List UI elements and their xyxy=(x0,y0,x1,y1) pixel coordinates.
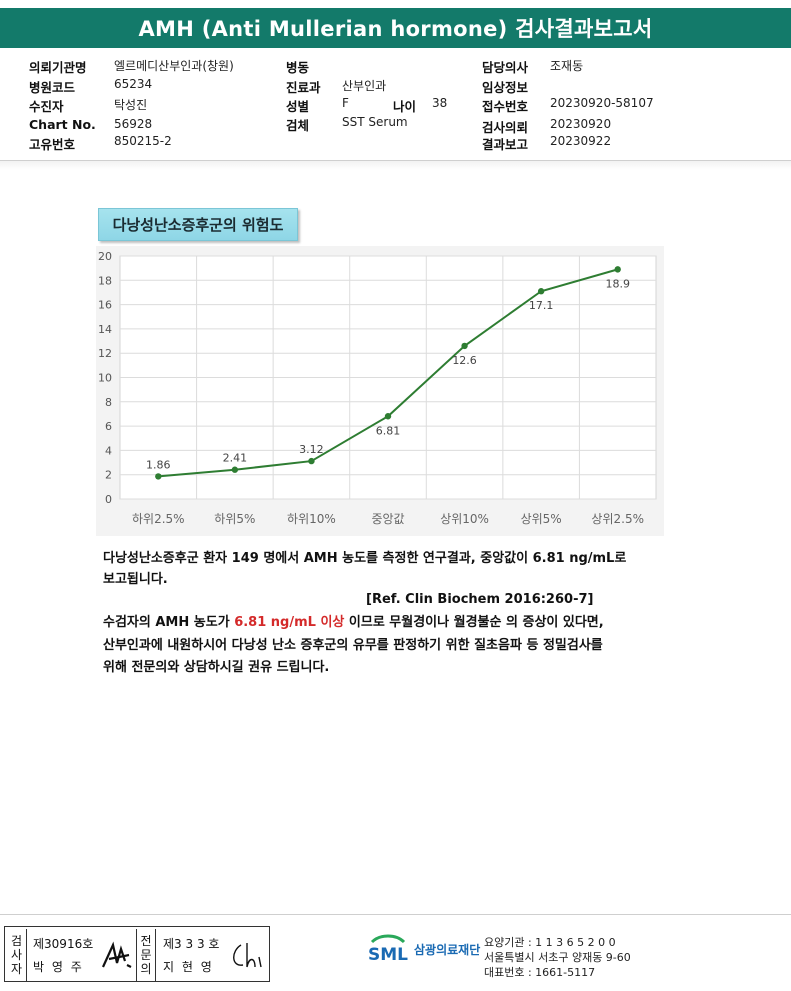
specialist-name: 지 현 영 xyxy=(163,960,214,974)
data-point xyxy=(461,342,468,350)
description-line-2: 보고됩니다. xyxy=(103,572,168,587)
report-date-value: 20230922 xyxy=(550,134,612,148)
department-value: 산부인과 xyxy=(342,79,387,93)
footer-divider xyxy=(0,914,791,915)
y-tick-label: 18 xyxy=(98,274,112,287)
examiner-name: 박 영 주 xyxy=(33,960,84,974)
data-point xyxy=(308,457,315,465)
y-tick-label: 8 xyxy=(105,396,112,409)
data-label: 18.9 xyxy=(605,277,630,290)
patient-label: 수진자 xyxy=(29,99,64,114)
pcos-risk-chart: 0 2 4 6 8 10 12 14 16 18 20 하위2.5% 하위5% 하위10% 중앙값 상위10%… xyxy=(96,246,664,536)
institution-value: 엘르메디산부인과(창원) xyxy=(114,59,234,73)
department-label: 진료과 xyxy=(286,80,321,95)
y-tick-label: 16 xyxy=(98,299,112,312)
receipt-no-label: 접수번호 xyxy=(482,99,529,114)
chart-no-label: Chart No. xyxy=(29,117,96,132)
examiner-label-char: 자 xyxy=(10,962,23,976)
recommendation-suffix: 이므로 무월경이나 월경불순 의 증상이 있다면, xyxy=(344,615,604,630)
y-tick-label: 0 xyxy=(105,493,112,506)
institution-info: 요양기관 : 1 1 3 6 5 2 0 0 서울특별시 서초구 양재동 9-6… xyxy=(484,935,631,980)
institution-label: 의뢰기관명 xyxy=(29,60,87,75)
data-label: 1.86 xyxy=(146,458,171,471)
lab-address: 서울특별시 서초구 양재동 9-60 xyxy=(484,951,631,964)
x-tick-label: 하위10% xyxy=(287,512,336,526)
x-tick-label: 중앙값 xyxy=(371,512,404,526)
data-label: 2.41 xyxy=(223,452,248,465)
sml-logo-mark: SML xyxy=(368,934,408,964)
data-point xyxy=(614,266,621,273)
specimen-label: 검체 xyxy=(286,118,310,133)
lab-phone: 대표번호 : 1661-5117 xyxy=(484,966,596,979)
x-tick-label: 하위5% xyxy=(214,512,255,526)
signature-box: 검 사 자 제30916호 박 영 주 전 문 의 제3 3 3 호 지 현 영 xyxy=(4,926,270,982)
data-point xyxy=(537,288,545,295)
x-tick-label: 하위2.5% xyxy=(132,512,185,526)
specialist-label-char: 의 xyxy=(140,962,152,976)
report-date-label: 결과보고 xyxy=(482,137,529,152)
reference-citation: [Ref. Clin Biochem 2016:260-7] xyxy=(366,592,594,607)
request-date-value: 20230920 xyxy=(550,117,612,131)
y-tick-label: 6 xyxy=(105,420,112,433)
data-point xyxy=(155,473,162,480)
doctor-value: 조재동 xyxy=(550,59,584,73)
examiner-label-char: 검 xyxy=(10,934,23,948)
ward-label: 병동 xyxy=(286,60,310,75)
data-label: 12.6 xyxy=(452,354,477,367)
data-label: 17.1 xyxy=(529,299,554,312)
examiner-vertical-label: 검 사 자 xyxy=(7,929,27,981)
doctor-label: 담당의사 xyxy=(482,60,529,75)
examiner-label-char: 사 xyxy=(10,948,23,962)
recommendation-prefix: 수검자의 AMH 농도가 xyxy=(103,615,235,630)
y-tick-label: 4 xyxy=(105,444,112,457)
description-line-1: 다낭성난소증후군 환자 149 명에서 AMH 농도를 측정한 연구결과, 중앙… xyxy=(103,551,627,566)
specimen-value: SST Serum xyxy=(342,115,408,129)
age-label: 나이 xyxy=(393,99,417,114)
data-point xyxy=(384,413,392,420)
y-tick-label: 10 xyxy=(98,372,112,385)
request-date-label: 검사의뢰 xyxy=(482,120,529,135)
x-tick-label: 상위5% xyxy=(521,512,562,526)
specialist-label-char: 문 xyxy=(140,948,152,962)
sex-label: 성별 xyxy=(286,99,310,114)
y-tick-label: 12 xyxy=(98,347,112,360)
specialist-label-char: 전 xyxy=(140,934,152,948)
age-value: 38 xyxy=(432,96,448,110)
sex-value: F xyxy=(342,96,349,110)
threshold-highlight: 6.81 ng/mL 이상 xyxy=(234,615,345,630)
patient-value: 탁성진 xyxy=(114,98,148,112)
section-divider xyxy=(0,160,791,170)
chart-no-value: 56928 xyxy=(114,117,153,131)
y-tick-label: 20 xyxy=(98,250,112,263)
chart-title-tab: 다낭성난소증후군의 위험도 xyxy=(98,208,298,241)
sml-logo-name: 삼광의료재단 xyxy=(414,942,481,957)
examiner-signature xyxy=(101,941,132,968)
examiner-license: 제30916호 xyxy=(33,937,94,951)
hospital-code-label: 병원코드 xyxy=(29,80,76,95)
data-label: 3.12 xyxy=(299,443,324,456)
data-point xyxy=(231,466,239,473)
specialist-license: 제3 3 3 호 xyxy=(163,937,220,951)
y-tick-label: 2 xyxy=(105,469,112,482)
recommendation-line-1: 수검자의 AMH 농도가 6.81 ng/mL 이상 이므로 무월경이나 월경불… xyxy=(103,612,723,633)
x-tick-label: 상위2.5% xyxy=(591,512,644,526)
unique-no-label: 고유번호 xyxy=(29,137,76,152)
specialist-vertical-label: 전 문 의 xyxy=(136,929,156,981)
receipt-no-value: 20230920-58107 xyxy=(550,96,654,110)
x-tick-label: 상위10% xyxy=(440,512,489,526)
hospital-code-value: 65234 xyxy=(114,77,153,91)
unique-no-value: 850215-2 xyxy=(114,134,172,148)
recommendation-line-2: 산부인과에 내원하시어 다낭성 난소 증후군의 유무를 판정하기 위한 질초음파… xyxy=(103,638,603,653)
data-label: 6.81 xyxy=(376,424,401,437)
report-title: AMH (Anti Mullerian hormone) 검사결과보고서 xyxy=(0,8,791,48)
line-chart-svg: 0 2 4 6 8 10 12 14 16 18 20 하위2.5% 하위5% 하위10% 중앙값 상위10%… xyxy=(98,250,657,526)
recommendation-line-3: 위해 전문의와 상담하시길 권유 드립니다. xyxy=(103,660,330,675)
specialist-signature xyxy=(233,943,262,968)
y-tick-label: 14 xyxy=(98,323,112,336)
clinical-info-label: 임상정보 xyxy=(482,80,529,95)
sml-logo: SML 삼광의료재단 xyxy=(366,934,480,964)
sml-logo-text: SML xyxy=(368,945,408,964)
care-code: 요양기관 : 1 1 3 6 5 2 0 0 xyxy=(484,936,616,949)
